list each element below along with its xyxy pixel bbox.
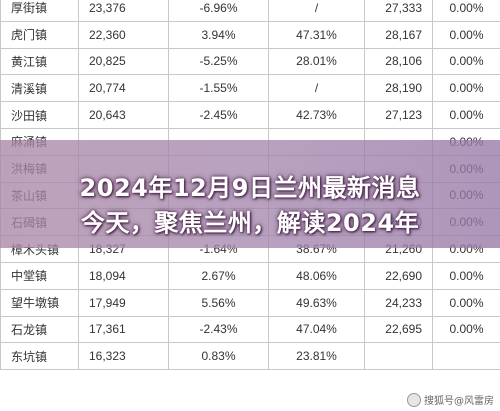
town-cell: 东坑镇 — [0, 342, 79, 371]
ratio-cell: 0.00% — [432, 47, 500, 76]
sohu-logo-icon — [407, 392, 421, 407]
town-cell: 沙田镇 — [0, 101, 79, 129]
watermark-text: 搜狐号@风雷房 — [424, 396, 494, 407]
title-line-2: 今天，聚焦兰州，解读2024年 — [80, 209, 420, 237]
title-line-1: 2024年12月9日兰州最新消息 — [79, 174, 421, 202]
percent-cell: / — [268, 0, 365, 22]
population-cell: 18,094 — [78, 261, 169, 290]
population-cell: 22,360 — [78, 20, 169, 49]
ratio-cell: 0.00% — [432, 315, 500, 344]
table-row: 望牛墩镇 17,949 5.56% 49.63% 24,233 0.00% — [0, 288, 500, 317]
percent-cell: 48.06% — [268, 261, 365, 290]
value-cell: 27,333 — [364, 0, 433, 22]
ratio-cell: 0.00% — [432, 261, 500, 290]
population-cell: 20,774 — [78, 74, 169, 103]
ratio-cell: 0.00% — [432, 288, 500, 317]
ratio-cell: 0.00% — [432, 20, 500, 49]
change-cell: 2.67% — [168, 261, 269, 290]
table-row: 石龙镇 17,361 -2.43% 47.04% 22,695 0.00% — [0, 315, 500, 344]
percent-cell: 47.31% — [268, 20, 365, 49]
town-cell: 石龙镇 — [0, 315, 79, 344]
value-cell: 28,190 — [364, 74, 433, 103]
population-cell: 20,825 — [78, 47, 169, 76]
town-cell: 厚街镇 — [0, 0, 79, 22]
value-cell — [364, 342, 433, 371]
town-cell: 望牛墩镇 — [0, 288, 79, 317]
table-row: 黄江镇 20,825 -5.25% 28.01% 28,106 0.00% — [0, 47, 500, 76]
table-row: 东坑镇 16,323 0.83% 23.81% — [0, 342, 500, 371]
percent-cell: 47.04% — [268, 315, 365, 344]
town-cell: 黄江镇 — [0, 47, 79, 76]
town-cell: 清溪镇 — [0, 74, 79, 103]
watermark: 搜狐号@风雷房 — [407, 392, 494, 407]
value-cell: 22,695 — [364, 315, 433, 344]
title-band — [0, 140, 500, 248]
change-cell: -6.96% — [168, 0, 269, 22]
population-cell: 17,361 — [78, 315, 169, 344]
table-row: 中堂镇 18,094 2.67% 48.06% 22,690 0.00% — [0, 261, 500, 290]
change-cell: -2.45% — [168, 101, 269, 129]
ratio-cell: 0.00% — [432, 0, 500, 22]
town-cell: 虎门镇 — [0, 20, 79, 49]
change-cell: 5.56% — [168, 288, 269, 317]
percent-cell: 23.81% — [268, 342, 365, 371]
population-cell: 16,323 — [78, 342, 169, 371]
population-cell: 17,949 — [78, 288, 169, 317]
table-row: 沙田镇 20,643 -2.45% 42.73% 27,123 0.00% — [0, 101, 500, 129]
population-cell: 20,643 — [78, 101, 169, 129]
percent-cell: / — [268, 74, 365, 103]
value-cell: 24,233 — [364, 288, 433, 317]
change-cell: 0.83% — [168, 342, 269, 371]
value-cell: 27,123 — [364, 101, 433, 129]
table-row: 清溪镇 20,774 -1.55%/28,190 0.00% — [0, 74, 500, 103]
town-cell: 中堂镇 — [0, 261, 79, 290]
change-cell: -5.25% — [168, 47, 269, 76]
change-cell: 3.94% — [168, 20, 269, 49]
percent-cell: 28.01% — [268, 47, 365, 76]
percent-cell: 42.73% — [268, 101, 365, 129]
population-cell: 23,376 — [78, 0, 169, 22]
change-cell: -2.43% — [168, 315, 269, 344]
value-cell: 22,690 — [364, 261, 433, 290]
table-row: 虎门镇 22,360 3.94% 47.31% 28,167 0.00% — [0, 20, 500, 49]
table-row: 厚街镇 23,376 -6.96%/27,333 0.00% — [0, 0, 500, 22]
change-cell: -1.55% — [168, 74, 269, 103]
ratio-cell: 0.00% — [432, 74, 500, 103]
ratio-cell — [432, 342, 500, 371]
value-cell: 28,106 — [364, 47, 433, 76]
ratio-cell: 0.00% — [432, 101, 500, 129]
value-cell: 28,167 — [364, 20, 433, 49]
percent-cell: 49.63% — [268, 288, 365, 317]
